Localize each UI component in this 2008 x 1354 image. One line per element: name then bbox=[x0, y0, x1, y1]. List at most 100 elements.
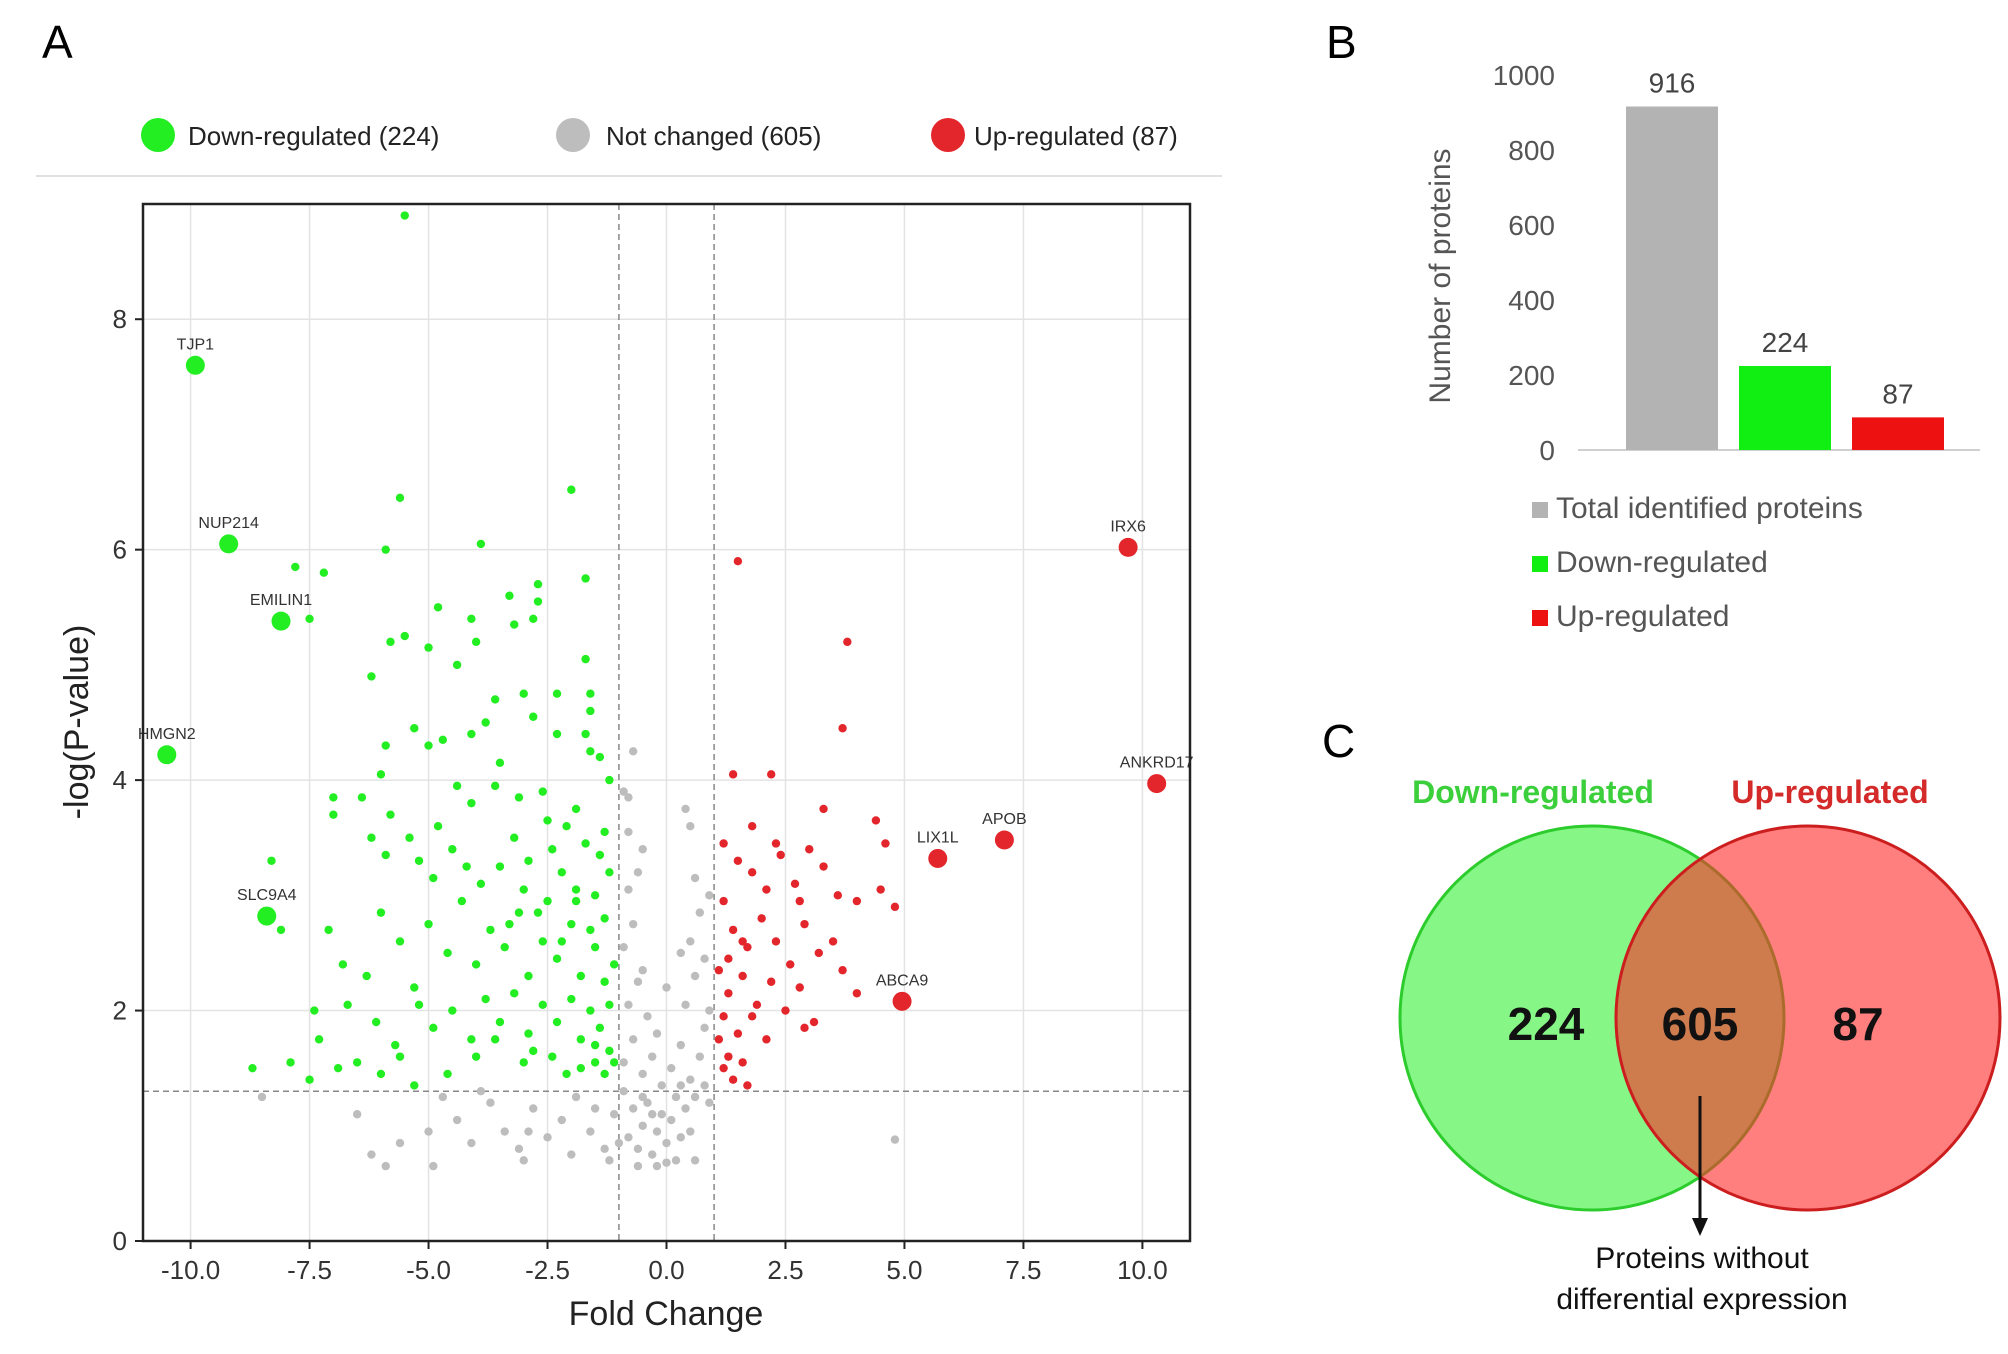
volcano-point-up bbox=[890, 902, 900, 912]
volcano-point-up bbox=[728, 770, 738, 779]
volcano-point-nc bbox=[381, 1161, 390, 1171]
volcano-point-down bbox=[552, 954, 562, 963]
volcano-point-down bbox=[310, 1006, 319, 1015]
volcano-point-down bbox=[443, 1069, 452, 1079]
volcano-point-down bbox=[524, 856, 533, 865]
volcano-highlight-point bbox=[892, 991, 912, 1011]
volcano-point-down bbox=[609, 960, 619, 969]
volcano-point-nc bbox=[690, 1092, 700, 1102]
bar-y-tick-label: 400 bbox=[1508, 285, 1555, 316]
volcano-point-down bbox=[433, 603, 443, 612]
volcano-point-nc bbox=[628, 1104, 638, 1113]
volcano-point-down bbox=[481, 718, 490, 727]
volcano-point-down bbox=[438, 735, 448, 744]
volcano-point-nc bbox=[705, 1006, 714, 1015]
volcano-point-down bbox=[467, 614, 476, 623]
volcano-point-down bbox=[424, 919, 433, 929]
volcano-x-tick-label: 10.0 bbox=[1117, 1255, 1168, 1285]
volcano-point-down bbox=[524, 1029, 533, 1038]
volcano-point-up bbox=[728, 1075, 738, 1084]
volcano-x-tick-label: 0.0 bbox=[648, 1255, 684, 1285]
volcano-point-up bbox=[819, 804, 828, 814]
volcano-point-down bbox=[362, 971, 371, 981]
volcano-point-up bbox=[743, 1081, 752, 1090]
volcano-point-nc bbox=[628, 747, 638, 756]
volcano-point-label: TJP1 bbox=[177, 336, 214, 353]
volcano-point-down bbox=[590, 1040, 600, 1050]
volcano-point-down bbox=[481, 994, 490, 1004]
volcano-point-nc bbox=[633, 1144, 643, 1154]
volcano-point-down bbox=[514, 908, 524, 917]
volcano-point-down bbox=[595, 850, 605, 860]
volcano-point-nc bbox=[628, 1035, 638, 1044]
volcano-point-nc bbox=[619, 787, 628, 796]
volcano-point-down bbox=[476, 879, 486, 889]
volcano-point-nc bbox=[624, 885, 633, 894]
volcano-point-nc bbox=[257, 1092, 267, 1102]
volcano-point-up bbox=[771, 937, 781, 946]
volcano-point-up bbox=[724, 1052, 733, 1061]
venn-diagram: Down-regulated Up-regulated 224 605 87 P… bbox=[1398, 774, 2002, 1316]
volcano-point-down bbox=[571, 804, 581, 814]
volcano-point-down bbox=[557, 937, 566, 946]
bar-legend-swatch bbox=[1532, 610, 1548, 626]
volcano-point-nc bbox=[662, 1158, 671, 1167]
bar-y-axis: 0 200 400 600 800 1000 bbox=[1493, 60, 1555, 466]
volcano-point-nc bbox=[438, 1092, 448, 1102]
volcano-legend: Down-regulated (224) Not changed (605) U… bbox=[36, 118, 1222, 177]
volcano-point-down bbox=[400, 631, 409, 641]
volcano-point-down bbox=[519, 689, 528, 698]
volcano-point-nc bbox=[467, 1138, 476, 1148]
volcano-point-nc bbox=[476, 1087, 486, 1096]
venn-annotation-line-1: Proteins without bbox=[1595, 1242, 1809, 1275]
volcano-y-axis-title: -log(P-value) bbox=[58, 625, 96, 820]
volcano-point-down bbox=[471, 1052, 481, 1061]
volcano-point-up bbox=[752, 1000, 762, 1009]
volcano-point-down bbox=[357, 793, 367, 802]
volcano-point-down bbox=[395, 937, 405, 946]
volcano-point-nc bbox=[352, 1110, 362, 1119]
volcano-point-down bbox=[548, 1052, 557, 1061]
volcano-point-down bbox=[605, 775, 614, 785]
volcano-point-nc bbox=[652, 1127, 662, 1136]
volcano-point-nc bbox=[609, 1110, 619, 1119]
volcano-point-nc bbox=[638, 1069, 647, 1079]
volcano-point-nc bbox=[705, 891, 714, 900]
volcano-point-nc bbox=[619, 1087, 628, 1096]
volcano-x-tick-label: -2.5 bbox=[525, 1255, 570, 1285]
volcano-point-down bbox=[424, 643, 433, 652]
volcano-point-down bbox=[305, 1075, 314, 1084]
volcano-x-tick-label: 5.0 bbox=[886, 1255, 922, 1285]
volcano-y-axis: 0 2 4 6 8 bbox=[113, 304, 143, 1256]
volcano-point-down bbox=[581, 729, 590, 739]
volcano-point-down bbox=[457, 896, 467, 906]
bar-legend-label: Up-regulated bbox=[1556, 600, 1729, 633]
volcano-point-nc bbox=[890, 1135, 900, 1144]
volcano-point-down bbox=[414, 1000, 424, 1009]
volcano-point-up bbox=[747, 1012, 757, 1021]
volcano-point-down bbox=[552, 689, 562, 698]
volcano-point-nc bbox=[686, 1127, 695, 1136]
volcano-point-down bbox=[452, 660, 462, 670]
volcano-point-down bbox=[386, 810, 395, 819]
volcano-point-up bbox=[771, 839, 781, 848]
volcano-point-up bbox=[719, 896, 728, 906]
volcano-point-up bbox=[724, 954, 733, 963]
bar-legend-swatch bbox=[1532, 556, 1548, 572]
legend-down-label: Down-regulated (224) bbox=[188, 121, 439, 151]
volcano-point-down bbox=[395, 493, 405, 503]
volcano-point-up bbox=[719, 839, 728, 848]
volcano-point-down bbox=[510, 833, 519, 842]
volcano-point-down bbox=[605, 1000, 614, 1009]
venn-annotation-arrowhead bbox=[1692, 1218, 1708, 1236]
volcano-point-down bbox=[538, 787, 547, 796]
volcano-point-down bbox=[590, 1058, 600, 1067]
volcano-point-down bbox=[367, 833, 376, 842]
volcano-point-up bbox=[814, 948, 823, 958]
volcano-point-up bbox=[719, 1063, 728, 1073]
volcano-point-up bbox=[795, 983, 804, 992]
volcano-point-down bbox=[486, 925, 495, 935]
volcano-point-nc bbox=[514, 1144, 524, 1154]
volcano-point-down bbox=[576, 971, 586, 981]
